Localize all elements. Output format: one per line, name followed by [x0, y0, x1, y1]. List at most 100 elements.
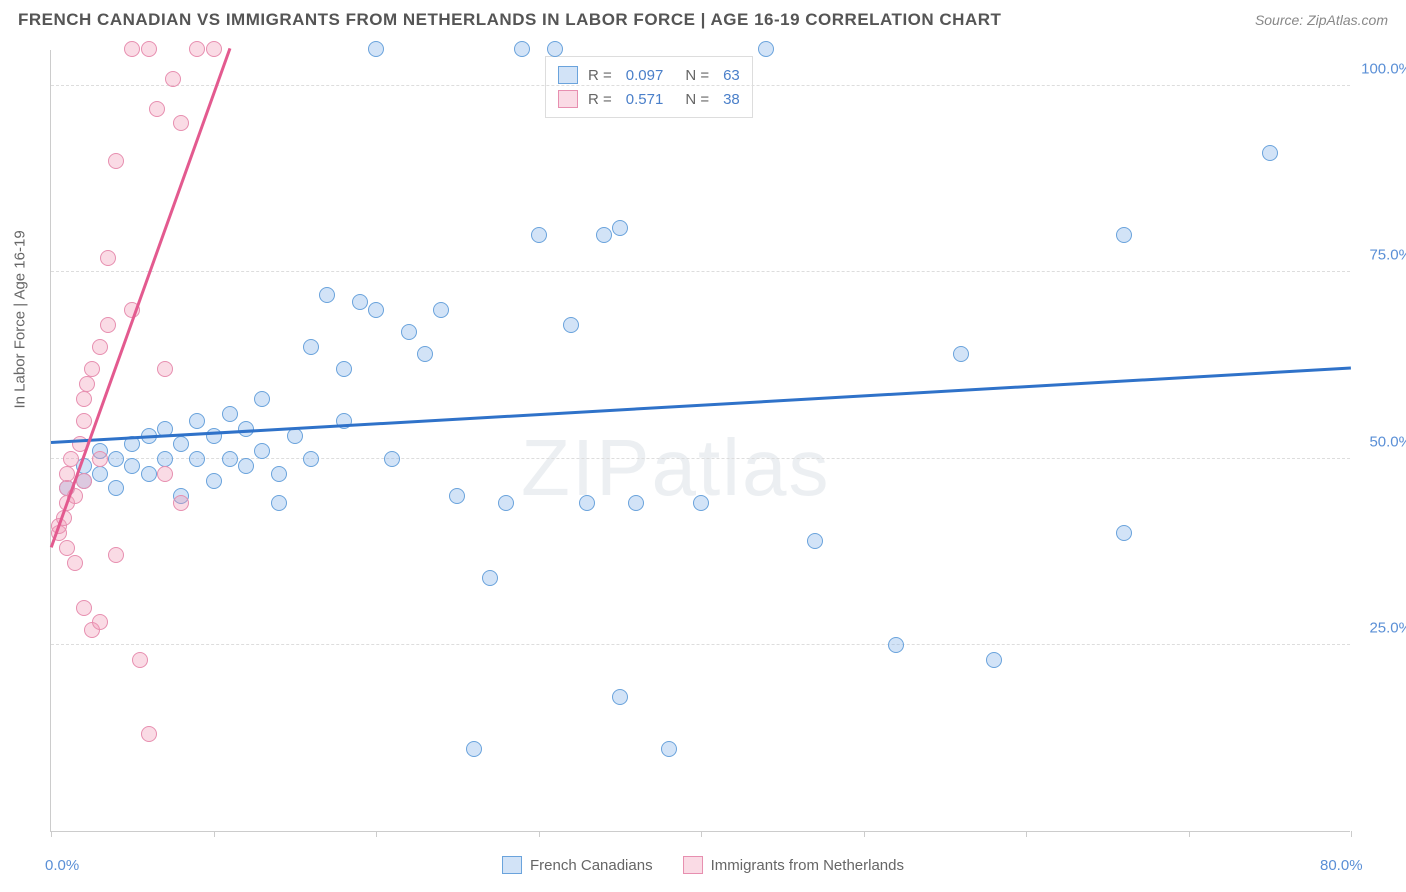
data-point [157, 466, 173, 482]
x-tick-max: 80.0% [1320, 857, 1363, 874]
series-legend: French Canadians Immigrants from Netherla… [502, 856, 904, 874]
data-point [693, 495, 709, 511]
data-point [79, 376, 95, 392]
data-point [141, 726, 157, 742]
data-point [157, 361, 173, 377]
data-point [108, 451, 124, 467]
gridline [51, 271, 1350, 272]
data-point [758, 41, 774, 57]
x-tick [701, 831, 702, 837]
data-point [498, 495, 514, 511]
data-point [165, 71, 181, 87]
correlation-legend: R = 0.097N = 63R = 0.571N = 38 [545, 56, 753, 118]
gridline [51, 85, 1350, 86]
data-point [124, 41, 140, 57]
data-point [563, 317, 579, 333]
data-point [287, 428, 303, 444]
x-tick [214, 831, 215, 837]
scatter-chart: ZIPatlas R = 0.097N = 63R = 0.571N = 38 … [50, 50, 1350, 832]
data-point [466, 741, 482, 757]
data-point [100, 317, 116, 333]
gridline [51, 644, 1350, 645]
data-point [189, 41, 205, 57]
data-point [254, 443, 270, 459]
data-point [173, 436, 189, 452]
data-point [417, 346, 433, 362]
data-point [206, 473, 222, 489]
data-point [100, 250, 116, 266]
data-point [189, 451, 205, 467]
data-point [661, 741, 677, 757]
legend-row: R = 0.571N = 38 [558, 87, 740, 111]
chart-title: FRENCH CANADIAN VS IMMIGRANTS FROM NETHE… [18, 10, 1001, 30]
data-point [222, 451, 238, 467]
data-point [108, 480, 124, 496]
data-point [141, 466, 157, 482]
data-point [612, 220, 628, 236]
data-point [206, 41, 222, 57]
chart-header: FRENCH CANADIAN VS IMMIGRANTS FROM NETHE… [0, 0, 1406, 40]
data-point [173, 115, 189, 131]
data-point [238, 458, 254, 474]
data-point [254, 391, 270, 407]
data-point [433, 302, 449, 318]
watermark: ZIPatlas [521, 422, 830, 514]
data-point [449, 488, 465, 504]
data-point [173, 495, 189, 511]
data-point [76, 413, 92, 429]
y-tick-label: 25.0% [1369, 619, 1406, 636]
legend-row: R = 0.097N = 63 [558, 63, 740, 87]
data-point [953, 346, 969, 362]
x-tick [1351, 831, 1352, 837]
data-point [628, 495, 644, 511]
data-point [336, 361, 352, 377]
data-point [132, 652, 148, 668]
data-point [579, 495, 595, 511]
trend-line [51, 367, 1351, 444]
data-point [189, 413, 205, 429]
data-point [59, 540, 75, 556]
x-tick [51, 831, 52, 837]
data-point [986, 652, 1002, 668]
legend-item: French Canadians [502, 856, 653, 874]
data-point [531, 227, 547, 243]
data-point [514, 41, 530, 57]
data-point [1116, 227, 1132, 243]
data-point [271, 466, 287, 482]
y-tick-label: 50.0% [1369, 433, 1406, 450]
data-point [92, 451, 108, 467]
data-point [1116, 525, 1132, 541]
y-tick-label: 100.0% [1361, 61, 1406, 78]
data-point [67, 555, 83, 571]
legend-item: Immigrants from Netherlands [683, 856, 904, 874]
data-point [141, 41, 157, 57]
data-point [547, 41, 563, 57]
data-point [401, 324, 417, 340]
data-point [92, 466, 108, 482]
data-point [149, 101, 165, 117]
data-point [384, 451, 400, 467]
x-tick [1189, 831, 1190, 837]
data-point [596, 227, 612, 243]
data-point [368, 41, 384, 57]
source-attribution: Source: ZipAtlas.com [1255, 12, 1388, 28]
data-point [76, 391, 92, 407]
x-tick-min: 0.0% [45, 857, 79, 874]
data-point [124, 458, 140, 474]
x-tick [376, 831, 377, 837]
data-point [92, 614, 108, 630]
data-point [482, 570, 498, 586]
y-axis-label: In Labor Force | Age 16-19 [12, 230, 29, 408]
data-point [368, 302, 384, 318]
data-point [807, 533, 823, 549]
data-point [108, 153, 124, 169]
x-tick [539, 831, 540, 837]
data-point [612, 689, 628, 705]
data-point [222, 406, 238, 422]
data-point [63, 451, 79, 467]
data-point [352, 294, 368, 310]
data-point [76, 600, 92, 616]
data-point [271, 495, 287, 511]
data-point [157, 451, 173, 467]
data-point [888, 637, 904, 653]
